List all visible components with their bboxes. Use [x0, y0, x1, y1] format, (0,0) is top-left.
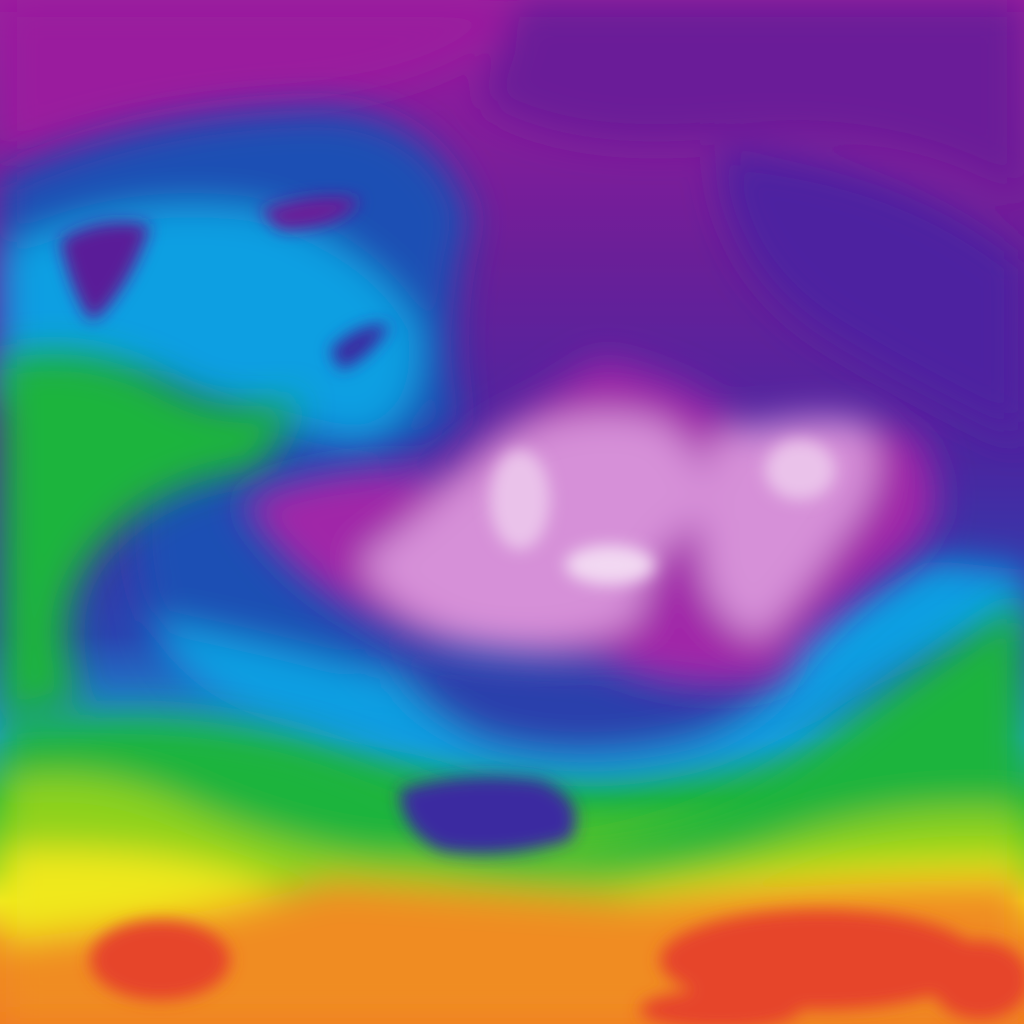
arctic-region	[0, 0, 1024, 440]
hot-patches	[90, 910, 1024, 1024]
coldest-spots	[490, 440, 835, 585]
tibetan-plateau	[400, 776, 576, 854]
greenland-and-islands	[60, 196, 390, 370]
